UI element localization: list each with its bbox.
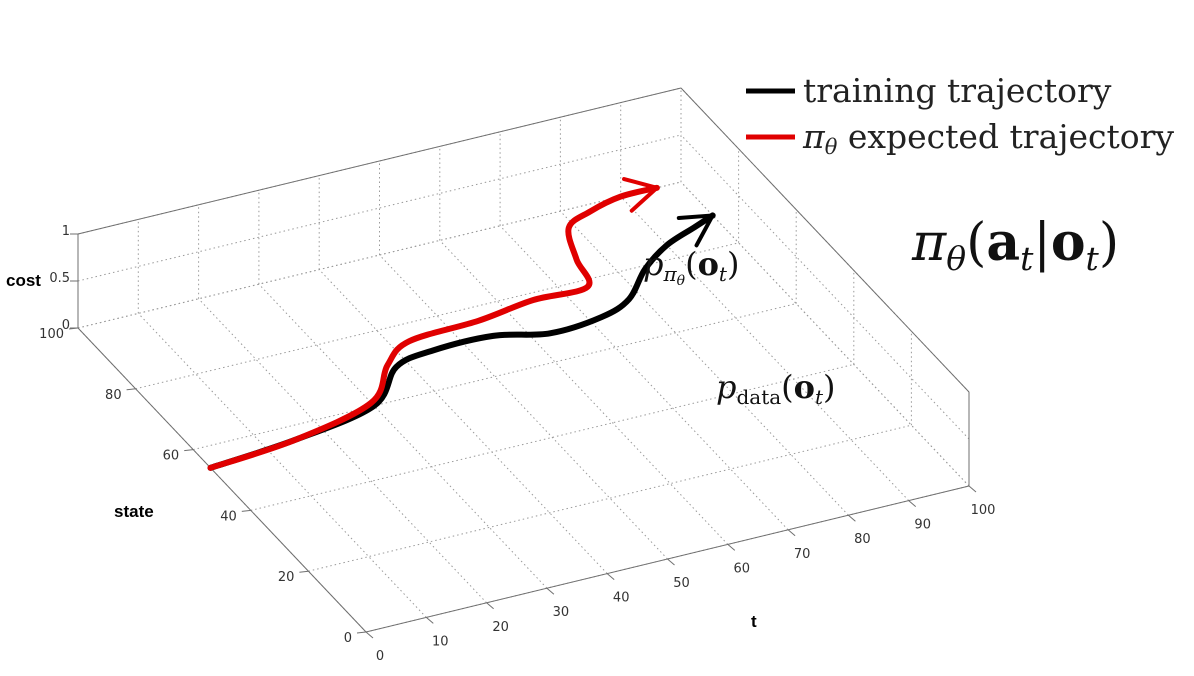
state-tick-mark <box>241 509 251 512</box>
right-top-edge <box>680 87 970 393</box>
annotation-open-paren: ( <box>685 245 697 283</box>
t-tick-mark <box>968 485 977 493</box>
t-tick-label: 20 <box>492 620 509 635</box>
state-tick-mark <box>126 388 136 391</box>
t-tick-mark <box>667 558 675 566</box>
series-line-1 <box>207 184 660 471</box>
formula-pi: π <box>911 213 947 273</box>
state-axis-edge <box>77 327 367 633</box>
legend-label-training: training trajectory <box>803 71 1112 110</box>
legend-label-policy: πθ expected trajectory <box>802 117 1174 159</box>
series-arrowhead-1 <box>622 177 659 213</box>
policy-formula: πθ(at|ot) <box>911 212 1119 278</box>
annotation-p: p <box>643 245 663 283</box>
legend-pi-symbol: π <box>802 117 826 156</box>
t-tick-label: 60 <box>734 561 751 576</box>
back-top-edge <box>77 87 682 235</box>
series-line-0 <box>207 212 716 471</box>
annotation-p-data: pdata(ot) <box>716 368 836 409</box>
annotation-o: o <box>698 245 719 283</box>
t-tick-label: 50 <box>673 576 690 591</box>
t-tick-label: 90 <box>914 518 931 533</box>
annotation-open-paren: ( <box>781 368 793 406</box>
floor-gridline-state <box>193 303 797 451</box>
t-tick-mark <box>908 500 917 507</box>
annotation-close-paren: ) <box>823 368 835 406</box>
state-tick-label: 0 <box>344 631 352 646</box>
t-tick-mark <box>546 587 555 595</box>
x-axis-label: t <box>751 612 757 631</box>
annotation-p-pi-theta: pπθ(ot) <box>643 245 739 289</box>
t-tick-label: 80 <box>854 532 871 547</box>
t-tick-label: 40 <box>613 591 630 606</box>
state-tick-label: 60 <box>163 449 180 464</box>
annotation-o-subscript: t <box>815 385 824 409</box>
t-tick-label: 10 <box>432 634 449 649</box>
legend-theta-subscript: θ <box>825 135 838 159</box>
formula-close-paren: ) <box>1099 213 1119 273</box>
legend: training trajectory πθ expected trajecto… <box>746 71 1174 159</box>
t-tick-label: 0 <box>376 649 384 664</box>
t-tick-mark <box>848 514 856 522</box>
state-tick-label: 40 <box>220 509 237 524</box>
t-tick-mark <box>425 617 434 624</box>
floor-gridline-state <box>308 424 912 572</box>
formula-open-paren: ( <box>966 213 986 273</box>
series-arrowhead-0 <box>676 213 715 248</box>
annotation-o-subscript: t <box>719 262 728 286</box>
t-tick-label: 30 <box>553 605 570 620</box>
state-tick-label: 20 <box>278 570 295 585</box>
cost-tick-label: 0 <box>62 318 70 333</box>
annotation-o: o <box>794 368 815 406</box>
legend-label-rest: expected trajectory <box>837 117 1174 156</box>
plot-box-edges <box>68 87 977 639</box>
state-tick-label: 80 <box>105 388 122 403</box>
z-axis-label: cost <box>6 271 41 290</box>
cost-tick-label: 0.5 <box>49 271 70 286</box>
annotation-p: p <box>716 368 736 406</box>
annotation-data-subscript: data <box>736 385 781 409</box>
y-axis-label: state <box>114 502 154 521</box>
series-lines <box>207 177 716 471</box>
t-tick-mark <box>787 529 796 537</box>
formula-a-subscript: t <box>1020 239 1034 278</box>
annotation-close-paren: ) <box>727 245 739 283</box>
grid <box>77 87 970 633</box>
state-tick-label: 100 <box>39 327 64 342</box>
annotation-theta-subsubscript: θ <box>677 273 686 289</box>
state-tick-mark <box>184 449 194 452</box>
t-tick-mark <box>727 544 736 551</box>
formula-o: o <box>1051 212 1086 273</box>
formula-bar: | <box>1033 213 1051 273</box>
annotation-pi-subscript: π <box>662 262 677 286</box>
t-tick-mark <box>365 631 374 639</box>
t-tick-label: 70 <box>794 547 811 562</box>
t-tick-label: 100 <box>971 503 996 518</box>
t-tick-mark <box>486 602 494 610</box>
state-tick-mark <box>299 570 309 573</box>
formula-theta: θ <box>946 239 966 278</box>
cost-tick-label: 1 <box>62 224 70 239</box>
floor-gridline-t <box>620 196 910 501</box>
floor-gridline-t <box>318 269 608 574</box>
formula-o-subscript: t <box>1086 239 1100 278</box>
formula-a: a <box>986 212 1020 273</box>
state-tick-mark <box>356 631 367 634</box>
t-tick-mark <box>606 573 615 580</box>
